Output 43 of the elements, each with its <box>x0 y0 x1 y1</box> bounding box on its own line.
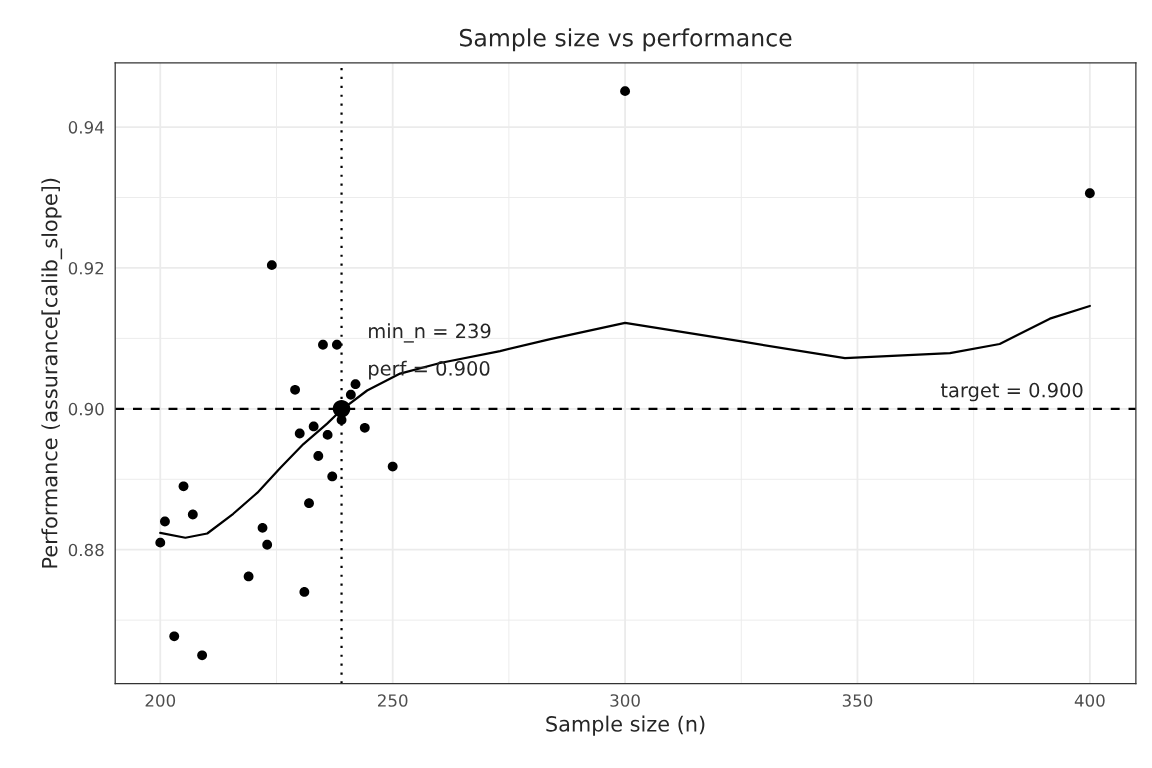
y-tick-label: 0.90 <box>68 402 104 416</box>
point <box>187 509 198 520</box>
x-tick-label: 400 <box>1074 694 1105 707</box>
point <box>155 537 166 548</box>
point <box>345 389 356 400</box>
x-tick-label: 350 <box>842 694 873 707</box>
annotation: min_n = 239 <box>369 323 491 343</box>
annotation: perf = 0.900 <box>369 360 490 380</box>
y-tick-label: 0.88 <box>68 543 104 557</box>
chart-title: Sample size vs performance <box>459 28 792 52</box>
point <box>332 400 351 418</box>
point <box>262 539 273 550</box>
y-tick-label: 0.92 <box>68 261 104 275</box>
x-tick-label: 250 <box>377 694 408 707</box>
point <box>257 522 268 533</box>
point <box>318 339 328 350</box>
point <box>169 631 180 642</box>
point <box>294 428 305 439</box>
y-axis-title: Performance (assurance[calib_slope]) <box>41 178 63 568</box>
x-axis-title: Sample size (n) <box>546 715 705 736</box>
line-series <box>159 304 1091 539</box>
point <box>359 422 370 433</box>
point <box>313 451 324 461</box>
point <box>350 379 361 390</box>
point <box>197 650 208 661</box>
annotation: target = 0.900 <box>940 382 1083 402</box>
y-tick-label: 0.94 <box>68 121 104 134</box>
point <box>266 260 277 271</box>
point <box>387 461 398 472</box>
x-tick-label: 300 <box>610 694 640 707</box>
point <box>178 481 189 492</box>
point <box>327 471 338 482</box>
point <box>331 339 342 350</box>
point <box>1084 188 1095 199</box>
point <box>308 421 319 432</box>
point <box>620 86 630 97</box>
point <box>243 571 254 582</box>
point <box>322 429 333 440</box>
point <box>290 384 300 395</box>
x-tick-label: 200 <box>145 694 176 707</box>
point <box>304 498 314 509</box>
point <box>299 587 310 597</box>
point <box>160 516 170 527</box>
